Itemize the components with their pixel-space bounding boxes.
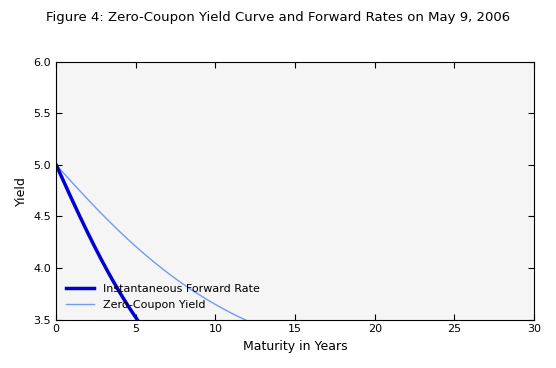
Legend: Instantaneous Forward Rate, Zero-Coupon Yield: Instantaneous Forward Rate, Zero-Coupon … (62, 280, 264, 314)
Line: Instantaneous Forward Rate: Instantaneous Forward Rate (56, 165, 534, 368)
Zero-Coupon Yield (53, 163, 59, 167)
Zero-Coupon Yield (429, 361, 436, 366)
Y-axis label: Yield: Yield (15, 176, 28, 206)
X-axis label: Maturity in Years: Maturity in Years (243, 340, 348, 353)
Text: Figure 4: Zero-Coupon Yield Curve and Forward Rates on May 9, 2006: Figure 4: Zero-Coupon Yield Curve and Fo… (46, 11, 510, 24)
Line: Zero-Coupon Yield: Zero-Coupon Yield (56, 165, 534, 367)
Zero-Coupon Yield (77, 190, 84, 194)
Instantaneous Forward Rate (530, 364, 537, 368)
Zero-Coupon Yield (530, 365, 537, 368)
Zero-Coupon Yield (517, 364, 523, 368)
Zero-Coupon Yield (272, 330, 279, 335)
Instantaneous Forward Rate (77, 216, 84, 220)
Instantaneous Forward Rate (53, 163, 59, 167)
Zero-Coupon Yield (285, 335, 292, 339)
Zero-Coupon Yield (530, 365, 537, 368)
Zero-Coupon Yield (517, 364, 523, 368)
